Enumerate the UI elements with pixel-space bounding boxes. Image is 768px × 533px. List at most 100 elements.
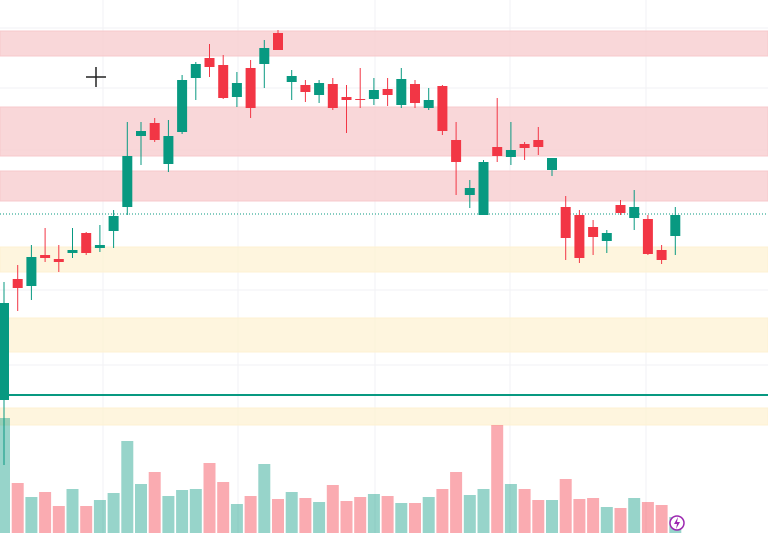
candle-body (396, 79, 407, 105)
candle-body (355, 99, 366, 100)
candle-body (615, 205, 626, 213)
candle-body (245, 68, 256, 108)
candle-body (656, 250, 667, 260)
volume-bar (463, 495, 476, 533)
volume-bar (313, 502, 326, 533)
candle-body (519, 144, 530, 148)
candle-body (190, 64, 201, 78)
volume-bar (491, 425, 504, 533)
volume-bar (162, 496, 175, 533)
candle-body (601, 233, 612, 241)
candle-body (40, 255, 51, 258)
candle-body (81, 233, 92, 253)
candle-body (94, 245, 105, 248)
volume-bar (655, 505, 668, 533)
volume-bar (272, 499, 284, 533)
candle-body (533, 140, 544, 147)
candle-body (505, 150, 516, 157)
volume-bar (381, 496, 394, 533)
volume-bar (326, 485, 339, 533)
candle-body (259, 48, 270, 64)
zone (0, 170, 768, 202)
candle-body (67, 250, 78, 253)
volume-bar (477, 489, 490, 533)
candle-body (26, 257, 37, 286)
candle-body (136, 131, 146, 136)
candle-body (410, 84, 420, 103)
volume-bar (600, 507, 613, 533)
candle-body (382, 89, 393, 95)
volume-bar (25, 497, 38, 533)
candle-body (218, 65, 229, 98)
volume-bar (422, 497, 435, 533)
volume-bar (395, 503, 408, 533)
volume-bar (285, 492, 298, 533)
candle-body (451, 140, 462, 162)
candle-body (547, 158, 557, 170)
candle-body (642, 219, 653, 254)
volume-bar (135, 484, 147, 533)
candle-body (231, 83, 242, 97)
volume-bar (450, 472, 463, 533)
zone (0, 317, 768, 353)
icon-bolt (674, 517, 680, 529)
volume-bar (0, 418, 10, 533)
volume-bar (354, 497, 367, 533)
candle-body (286, 76, 297, 82)
volume-bar (409, 503, 421, 533)
volume-bar (93, 500, 106, 533)
volume-bar (230, 504, 243, 533)
volume-bar (80, 506, 93, 533)
plot (0, 30, 768, 533)
volume-bar (203, 463, 216, 533)
candle-body (122, 156, 133, 207)
volume-bar (39, 492, 52, 533)
candle-body (368, 90, 379, 99)
volume-bar (217, 482, 230, 533)
candle-body (108, 216, 119, 231)
candle-body (273, 33, 283, 50)
candle-body (437, 86, 448, 131)
candle-body (177, 80, 188, 132)
candle-body (149, 123, 160, 140)
volume-bar (518, 489, 531, 533)
volume-bar (573, 499, 586, 533)
volume-bar (66, 489, 79, 533)
volume-bar (532, 500, 545, 533)
candle-body (12, 279, 23, 288)
volume-bar (367, 494, 380, 533)
volume-bar (121, 441, 134, 533)
candle-body (300, 85, 311, 92)
volume-bar (176, 490, 189, 533)
zone (0, 246, 768, 273)
volume-bar (189, 489, 202, 533)
candle-body (629, 207, 640, 218)
volume-bar (107, 493, 120, 533)
zone (0, 106, 768, 157)
volume-bar (587, 498, 600, 533)
candle-body (423, 100, 434, 108)
candle-body (327, 84, 338, 108)
volume-bar (628, 498, 641, 533)
volume-bar (614, 508, 627, 533)
candle-body (492, 147, 503, 156)
volume-bar (148, 472, 161, 533)
candle-body (670, 215, 681, 236)
candle-body (0, 303, 9, 400)
candle-body (163, 136, 174, 164)
lightning-icon (669, 515, 685, 531)
volume-bar (11, 483, 24, 533)
candle-body (314, 83, 325, 95)
volume-bar (258, 464, 271, 533)
candle-body (588, 227, 599, 237)
candle-body (574, 215, 585, 258)
volume-bar (52, 506, 65, 533)
zone (0, 407, 768, 426)
volume-bar (244, 496, 257, 533)
volume-bar (559, 479, 572, 533)
candle-body (478, 162, 489, 215)
volume-bar (546, 500, 558, 533)
volume-bar (299, 498, 312, 533)
crosshair-cursor (86, 67, 106, 87)
